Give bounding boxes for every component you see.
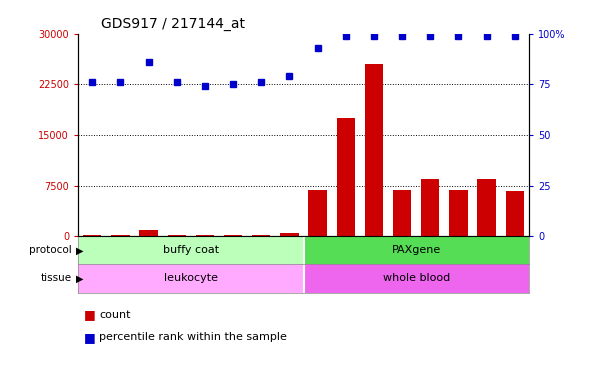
Bar	[78, 264, 304, 292]
Text: whole blood: whole blood	[383, 273, 450, 284]
Bar	[139, 230, 157, 236]
Bar	[168, 235, 186, 236]
Bar	[304, 264, 529, 292]
Text: count: count	[99, 310, 130, 320]
Bar	[421, 179, 439, 236]
Bar	[308, 190, 327, 236]
Text: ▶: ▶	[76, 273, 83, 284]
Bar	[477, 179, 496, 236]
Bar	[304, 236, 529, 264]
Text: ▶: ▶	[76, 245, 83, 255]
Bar	[280, 233, 299, 236]
Text: protocol: protocol	[29, 245, 72, 255]
Bar	[196, 235, 214, 236]
Bar	[365, 64, 383, 236]
Bar	[78, 236, 304, 264]
Bar	[393, 190, 411, 236]
Text: buffy coat: buffy coat	[163, 245, 219, 255]
Bar	[111, 235, 130, 236]
Text: tissue: tissue	[41, 273, 72, 284]
Text: GDS917 / 217144_at: GDS917 / 217144_at	[101, 17, 245, 32]
Text: PAXgene: PAXgene	[392, 245, 441, 255]
Bar	[337, 118, 355, 236]
Text: ■: ■	[84, 331, 96, 344]
Bar	[450, 190, 468, 236]
Bar	[224, 235, 242, 236]
Bar	[505, 191, 524, 236]
Text: ■: ■	[84, 309, 96, 321]
Text: percentile rank within the sample: percentile rank within the sample	[99, 333, 287, 342]
Text: leukocyte: leukocyte	[164, 273, 218, 284]
